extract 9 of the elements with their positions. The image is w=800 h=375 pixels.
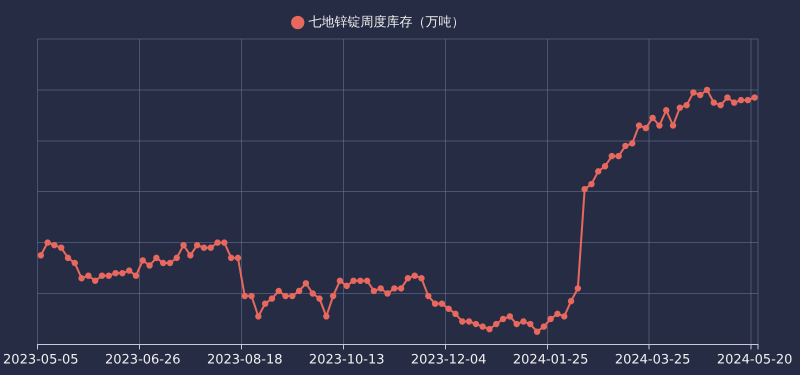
x-tick-label: 2024-03-25 [614, 352, 690, 368]
x-tick-label: 2023-08-18 [206, 352, 283, 368]
x-tick-label: 2023-05-05 [3, 352, 79, 368]
x-tick-label: 2024-05-20 [716, 352, 792, 368]
x-tick-label: 2023-10-13 [308, 352, 384, 368]
x-tick-label: 2023-06-26 [104, 352, 181, 368]
x-tick-label: 2023-12-04 [410, 352, 486, 368]
x-tick-label: 2024-01-25 [512, 352, 588, 368]
legend-label: 七地锌锭周度库存（万吨） [308, 14, 464, 30]
